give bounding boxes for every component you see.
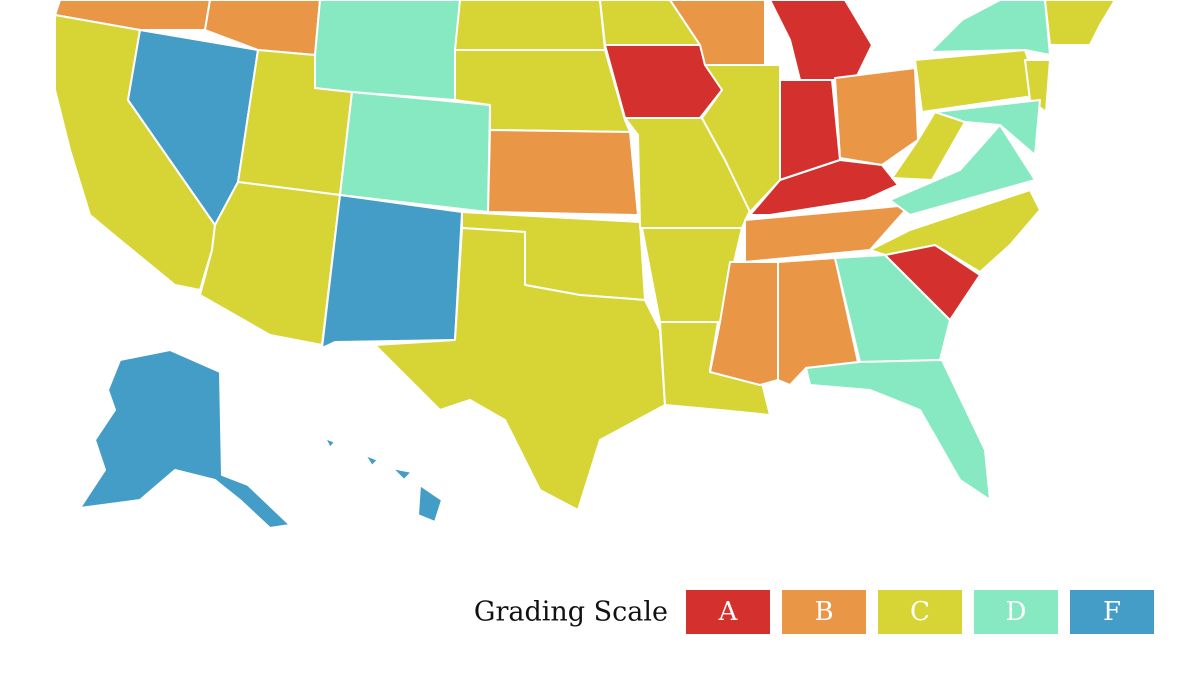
state (364, 454, 379, 467)
state (869, 189, 1041, 273)
legend-label: C (910, 597, 930, 627)
state (769, 0, 873, 81)
legend-title: Grading Scale (474, 597, 668, 628)
state (834, 254, 951, 363)
state (805, 359, 991, 501)
us-map (54, 0, 1116, 529)
state (339, 91, 491, 213)
state (834, 67, 919, 166)
legend-label: B (814, 597, 833, 627)
state (659, 321, 771, 416)
state (934, 99, 1041, 156)
legend-label: D (1006, 597, 1027, 627)
legend-swatch (974, 590, 1058, 634)
legend-swatch (1070, 590, 1154, 634)
legend-swatch (782, 590, 866, 634)
state (1024, 59, 1051, 113)
legend-label: F (1103, 597, 1121, 627)
state (324, 437, 336, 449)
state (417, 484, 443, 523)
state (1044, 0, 1116, 46)
state (79, 349, 291, 529)
state (929, 0, 1051, 56)
state (374, 227, 666, 511)
state (749, 159, 899, 216)
legend-swatch (686, 590, 770, 634)
state (314, 0, 461, 101)
state (321, 194, 463, 349)
state (889, 124, 1036, 216)
state (391, 467, 413, 481)
state (487, 129, 639, 216)
state (454, 0, 606, 51)
state (54, 0, 211, 31)
legend-swatch (878, 590, 962, 634)
legend: Grading Scale A B C D F (474, 590, 1154, 634)
legend-label: A (718, 597, 739, 627)
